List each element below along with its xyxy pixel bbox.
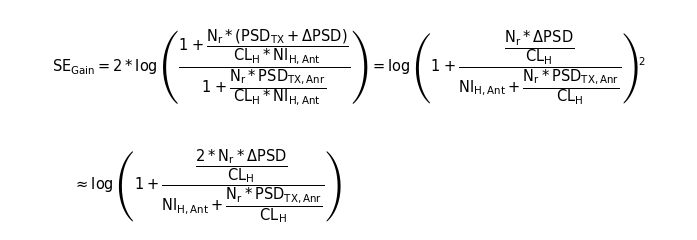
Text: $\mathrm{SE}_{\mathrm{Gain}} = 2*\log\left(\dfrac{1+\dfrac{\mathrm{N_r}*(\mathrm: $\mathrm{SE}_{\mathrm{Gain}} = 2*\log\le… [52,28,645,108]
Text: $\approx \log\left(1+\dfrac{\dfrac{2*\mathrm{N_r}*\Delta\mathrm{PSD}}{\mathrm{CL: $\approx \log\left(1+\dfrac{\dfrac{2*\ma… [73,148,342,225]
